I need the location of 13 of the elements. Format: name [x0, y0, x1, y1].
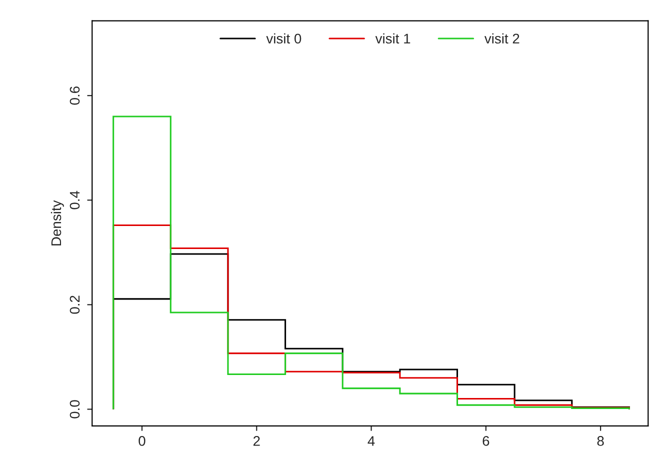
legend-label: visit 1	[375, 33, 410, 44]
y-axis-title: Density	[50, 200, 64, 246]
x-tick-label: 6	[482, 436, 490, 446]
y-tick-label: 0.6	[70, 86, 80, 105]
y-tick-label: 0.4	[70, 190, 80, 210]
y-tick-label: 0.2	[70, 296, 80, 314]
x-tick-label: 4	[368, 436, 375, 446]
x-tick-label: 8	[597, 436, 604, 446]
legend-label: visit 0	[266, 33, 302, 44]
x-tick-label: 2	[253, 436, 260, 446]
y-tick-label: 0.0	[70, 400, 80, 418]
legend-label: visit 2	[484, 33, 520, 44]
x-tick-label: 0	[138, 436, 146, 446]
